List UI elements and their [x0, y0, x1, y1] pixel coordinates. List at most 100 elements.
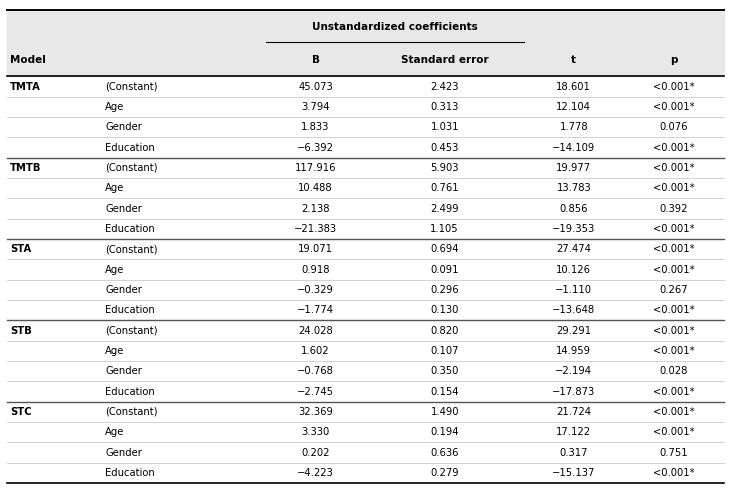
Text: STB: STB — [10, 325, 32, 336]
Text: −4.223: −4.223 — [297, 468, 334, 478]
Text: −15.137: −15.137 — [552, 468, 596, 478]
Text: 27.474: 27.474 — [556, 244, 591, 254]
Text: <0.001*: <0.001* — [653, 346, 694, 356]
Text: TMTA: TMTA — [10, 81, 41, 92]
Text: −19.353: −19.353 — [552, 224, 595, 234]
Text: <0.001*: <0.001* — [653, 163, 694, 173]
Text: −2.745: −2.745 — [297, 387, 334, 397]
Text: 0.694: 0.694 — [431, 244, 459, 254]
Text: TMTB: TMTB — [10, 163, 42, 173]
Text: 0.350: 0.350 — [431, 366, 459, 376]
Text: 1.602: 1.602 — [301, 346, 330, 356]
Text: 1.031: 1.031 — [431, 122, 459, 132]
Text: (Constant): (Constant) — [105, 244, 158, 254]
Text: 0.453: 0.453 — [431, 142, 459, 153]
Text: Model: Model — [10, 55, 46, 66]
Text: 0.761: 0.761 — [431, 183, 459, 193]
Text: 18.601: 18.601 — [556, 81, 591, 92]
Text: 17.122: 17.122 — [556, 427, 591, 437]
Text: <0.001*: <0.001* — [653, 224, 694, 234]
Text: Age: Age — [105, 265, 125, 275]
Text: 0.202: 0.202 — [301, 448, 330, 458]
Text: Gender: Gender — [105, 448, 142, 458]
Text: <0.001*: <0.001* — [653, 102, 694, 112]
Text: 1.833: 1.833 — [301, 122, 330, 132]
Text: 2.423: 2.423 — [431, 81, 459, 92]
Text: <0.001*: <0.001* — [653, 305, 694, 316]
Text: −0.329: −0.329 — [297, 285, 334, 295]
Text: 1.490: 1.490 — [431, 407, 459, 417]
Text: −14.109: −14.109 — [552, 142, 595, 153]
Text: 19.977: 19.977 — [556, 163, 591, 173]
Text: 2.138: 2.138 — [301, 204, 330, 213]
Text: Gender: Gender — [105, 285, 142, 295]
Text: 21.724: 21.724 — [556, 407, 591, 417]
Text: 3.330: 3.330 — [301, 427, 330, 437]
Text: Unstandardized coefficients: Unstandardized coefficients — [312, 22, 477, 32]
Text: Education: Education — [105, 142, 155, 153]
Text: Gender: Gender — [105, 122, 142, 132]
Text: 2.499: 2.499 — [431, 204, 459, 213]
Text: p: p — [670, 55, 678, 66]
Text: 0.296: 0.296 — [431, 285, 459, 295]
Text: <0.001*: <0.001* — [653, 183, 694, 193]
Text: 13.783: 13.783 — [556, 183, 591, 193]
Text: −6.392: −6.392 — [297, 142, 334, 153]
Text: <0.001*: <0.001* — [653, 387, 694, 397]
Text: 0.313: 0.313 — [431, 102, 459, 112]
Text: 0.856: 0.856 — [559, 204, 588, 213]
Text: t: t — [571, 55, 576, 66]
Text: Gender: Gender — [105, 366, 142, 376]
Text: −13.648: −13.648 — [552, 305, 595, 316]
Text: 1.778: 1.778 — [559, 122, 588, 132]
Text: 0.918: 0.918 — [301, 265, 330, 275]
Text: 0.028: 0.028 — [659, 366, 688, 376]
Text: 10.488: 10.488 — [298, 183, 333, 193]
Text: 0.194: 0.194 — [431, 427, 459, 437]
Text: Education: Education — [105, 468, 155, 478]
Text: B: B — [311, 55, 319, 66]
Text: 0.267: 0.267 — [659, 285, 688, 295]
Text: <0.001*: <0.001* — [653, 325, 694, 336]
Text: <0.001*: <0.001* — [653, 81, 694, 92]
Text: Education: Education — [105, 224, 155, 234]
Text: STA: STA — [10, 244, 31, 254]
Text: 29.291: 29.291 — [556, 325, 591, 336]
Text: Age: Age — [105, 102, 125, 112]
Text: (Constant): (Constant) — [105, 81, 158, 92]
Text: 5.903: 5.903 — [431, 163, 459, 173]
Text: 0.820: 0.820 — [431, 325, 459, 336]
Text: Age: Age — [105, 346, 125, 356]
Text: 0.076: 0.076 — [659, 122, 688, 132]
Text: 0.636: 0.636 — [431, 448, 459, 458]
Text: 0.317: 0.317 — [559, 448, 588, 458]
Text: −21.383: −21.383 — [294, 224, 337, 234]
Text: Age: Age — [105, 427, 125, 437]
Text: <0.001*: <0.001* — [653, 407, 694, 417]
Text: 24.028: 24.028 — [298, 325, 333, 336]
Text: 0.091: 0.091 — [431, 265, 459, 275]
Text: −2.194: −2.194 — [556, 366, 592, 376]
Text: Education: Education — [105, 387, 155, 397]
Text: (Constant): (Constant) — [105, 325, 158, 336]
Text: <0.001*: <0.001* — [653, 265, 694, 275]
Text: Age: Age — [105, 183, 125, 193]
Text: 10.126: 10.126 — [556, 265, 591, 275]
Text: 14.959: 14.959 — [556, 346, 591, 356]
Text: 0.154: 0.154 — [431, 387, 459, 397]
Text: Education: Education — [105, 305, 155, 316]
Text: <0.001*: <0.001* — [653, 244, 694, 254]
Text: (Constant): (Constant) — [105, 407, 158, 417]
Text: 117.916: 117.916 — [295, 163, 336, 173]
Text: 45.073: 45.073 — [298, 81, 333, 92]
Bar — [7, 10, 724, 76]
Text: STC: STC — [10, 407, 32, 417]
Text: (Constant): (Constant) — [105, 163, 158, 173]
Text: 32.369: 32.369 — [298, 407, 333, 417]
Text: 1.105: 1.105 — [431, 224, 459, 234]
Text: 19.071: 19.071 — [298, 244, 333, 254]
Text: −0.768: −0.768 — [297, 366, 334, 376]
Text: Standard error: Standard error — [401, 55, 488, 66]
Text: −17.873: −17.873 — [552, 387, 595, 397]
Text: 0.279: 0.279 — [431, 468, 459, 478]
